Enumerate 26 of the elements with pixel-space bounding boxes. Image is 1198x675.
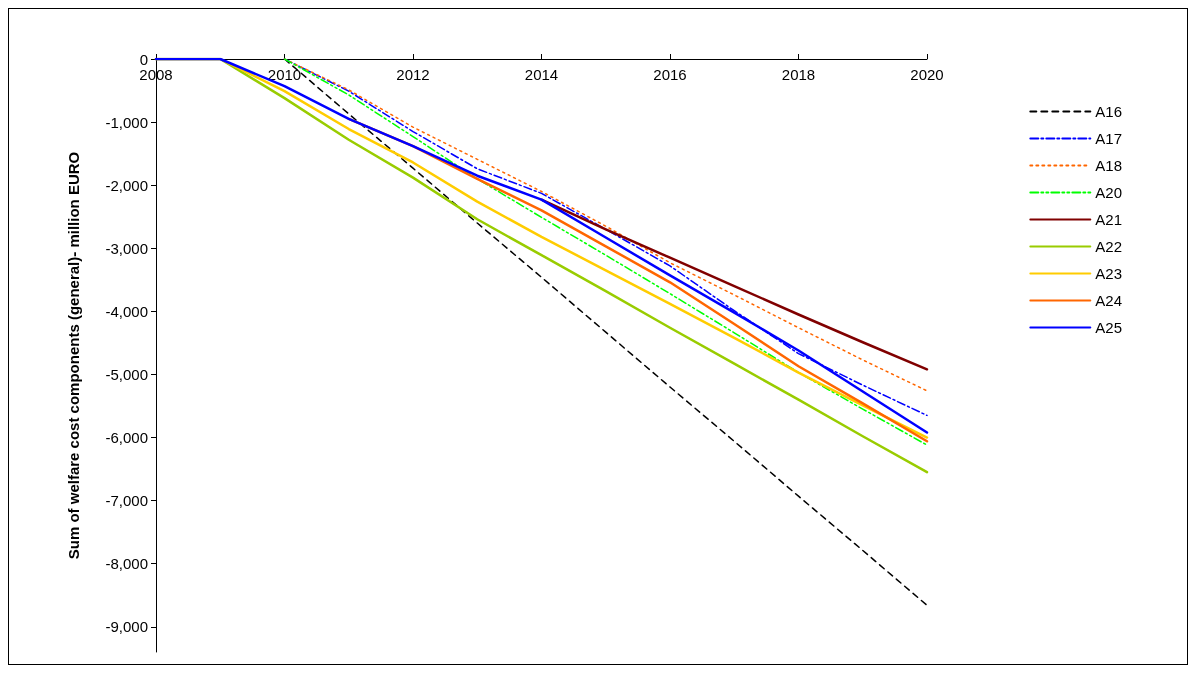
legend-label: A23 <box>1095 265 1123 282</box>
y-tick-label: -5,000 <box>105 365 148 383</box>
x-tick-label: 2014 <box>524 66 559 83</box>
x-tick-label: 2020 <box>910 66 944 83</box>
legend-label: A18 <box>1095 157 1123 174</box>
y-tick-label: -2,000 <box>105 176 148 194</box>
y-tick-label: 0 <box>139 50 148 68</box>
y-tick-label: -6,000 <box>105 429 148 447</box>
legend-label: A20 <box>1095 184 1123 201</box>
y-tick-label: -4,000 <box>105 302 148 320</box>
y-axis-title: Sum of welfare cost components (general)- million EURO <box>65 151 82 560</box>
y-tick-label: -1,000 <box>105 113 148 131</box>
x-tick-label: 2012 <box>396 66 430 83</box>
legend-label: A17 <box>1095 130 1123 147</box>
legend-label: A16 <box>1095 103 1123 120</box>
y-tick-label: -7,000 <box>105 492 148 510</box>
y-tick-label: -8,000 <box>105 555 148 573</box>
x-tick-label: 2018 <box>781 66 816 83</box>
legend-label: A25 <box>1095 319 1123 336</box>
x-tick-label: 2010 <box>267 66 302 83</box>
legend-label: A22 <box>1095 238 1123 255</box>
legend-label: A24 <box>1095 292 1123 309</box>
x-tick-label: 2016 <box>653 66 687 83</box>
y-tick-label: -9,000 <box>105 618 148 636</box>
legend-label: A21 <box>1095 211 1123 228</box>
y-tick-label: -3,000 <box>105 239 148 257</box>
